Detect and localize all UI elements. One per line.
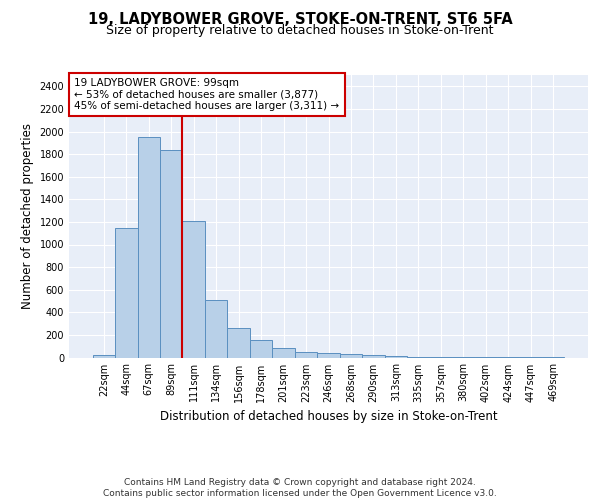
Y-axis label: Number of detached properties: Number of detached properties: [21, 123, 34, 309]
Bar: [115, 228, 137, 358]
Bar: [295, 352, 317, 358]
Bar: [227, 328, 250, 358]
Bar: [137, 137, 160, 358]
Bar: [362, 355, 385, 358]
Bar: [92, 354, 115, 358]
Text: 19 LADYBOWER GROVE: 99sqm
← 53% of detached houses are smaller (3,877)
45% of se: 19 LADYBOWER GROVE: 99sqm ← 53% of detac…: [74, 78, 340, 111]
Bar: [340, 354, 362, 358]
Text: Contains HM Land Registry data © Crown copyright and database right 2024.
Contai: Contains HM Land Registry data © Crown c…: [103, 478, 497, 498]
Text: 19, LADYBOWER GROVE, STOKE-ON-TRENT, ST6 5FA: 19, LADYBOWER GROVE, STOKE-ON-TRENT, ST6…: [88, 12, 512, 28]
Bar: [385, 356, 407, 358]
Bar: [430, 357, 452, 358]
X-axis label: Distribution of detached houses by size in Stoke-on-Trent: Distribution of detached houses by size …: [160, 410, 497, 423]
Bar: [160, 150, 182, 358]
Text: Size of property relative to detached houses in Stoke-on-Trent: Size of property relative to detached ho…: [106, 24, 494, 37]
Bar: [317, 353, 340, 358]
Bar: [407, 356, 430, 358]
Bar: [205, 300, 227, 358]
Bar: [250, 340, 272, 357]
Bar: [182, 221, 205, 358]
Bar: [272, 348, 295, 358]
